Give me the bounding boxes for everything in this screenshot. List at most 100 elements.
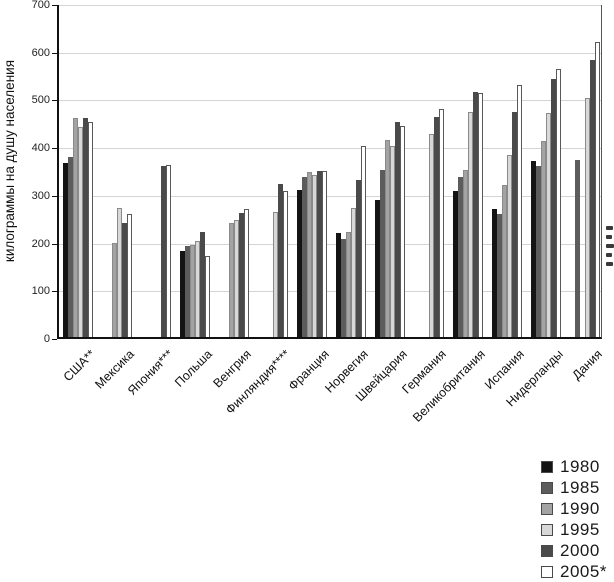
bar-1980-Испания [491,209,497,337]
y-tick-label-300: 300 [31,189,50,202]
bar-1990-Польша [190,244,196,337]
y-tick-mark-300 [52,195,57,197]
bar-2000-Великобритания [472,92,478,337]
bar-1990-Мексика [112,242,118,337]
bar-2005-Испания [516,84,522,337]
bar-group-5 [215,5,254,337]
bar-2005-Венгрия [244,209,250,337]
bar-2005-Великобритания [477,92,483,337]
legend-label-1980: 1980 [560,456,600,476]
y-tick-mark-500 [52,100,57,102]
legend-item-2000: 2000 [541,540,607,561]
crop-mark-3 [606,244,614,248]
y-tick-label-200: 200 [31,237,50,250]
bar-group-9 [370,5,409,337]
bar-1990-Швейцария [384,140,390,337]
legend-label-1990: 1990 [560,498,600,518]
bar-1980-Великобритания [452,190,458,337]
bar-1990-Испания [501,185,507,337]
bar-1995-Швейцария [389,146,395,337]
bar-1995-Испания [506,155,512,337]
legend-swatch-2005 [541,565,553,578]
bar-1985-Польша [185,246,191,337]
y-tick-mark-700 [52,5,57,6]
bar-1990-Венгрия [229,222,235,337]
bar-2000-Швейцария [394,122,400,337]
bar-1985-Испания [496,213,502,337]
bar-group-4 [176,5,215,337]
bar-1985-Швейцария [379,170,385,337]
x-label-14: Дания [569,347,605,383]
bar-1995-США [78,127,84,337]
bar-2005-Германия [438,108,444,337]
bar-1995-Финляндия [273,212,279,337]
x-label-11: Великобритания [409,347,488,425]
y-tick-mark-200 [52,243,57,245]
bar-1990-Норвегия [345,232,351,337]
legend-swatch-1990 [541,502,553,515]
legend-label-1985: 1985 [560,477,600,497]
bar-1980-Франция [297,190,303,337]
bar-group-2 [98,5,137,337]
bar-group-6 [254,5,293,337]
y-tick-mark-600 [52,52,57,54]
bar-1995-Великобритания [467,112,473,337]
plot-area [57,5,602,339]
bar-2005-Япония [166,165,172,337]
x-axis-labels: США** Мексика Япония*** Польша Венгрия Финлян… [0,341,614,446]
bar-2005-Дания [594,41,600,337]
legend-item-1985: 1985 [541,477,607,498]
bar-2000-Нидерланды [550,79,556,337]
legend-label-1995: 1995 [560,519,600,539]
bar-1990-США [73,117,79,337]
legend-item-1995: 1995 [541,519,607,540]
bar-2000-Финляндия [278,184,284,337]
bar-1990-Нидерланды [540,141,546,337]
crop-mark-2 [606,235,612,239]
bar-1995-Венгрия [234,219,240,337]
bar-2000-Франция [317,171,323,337]
gridline-200 [59,243,601,245]
gridline-100 [59,291,601,293]
bar-1985-Великобритания [457,176,463,337]
legend-swatch-1985 [541,481,553,494]
bar-1995-Польша [195,241,201,337]
bar-1980-Швейцария [374,200,380,337]
y-tick-label-700: 700 [31,0,50,11]
legend-swatch-1980 [541,460,553,473]
bar-1995-Мексика [117,208,123,337]
bar-2005-Норвегия [360,146,366,337]
bar-2005-Польша [205,255,211,337]
gridline-300 [59,195,601,197]
bar-2000-Дания [589,60,595,337]
bar-2000-Япония [161,166,167,337]
bar-group-7 [293,5,332,337]
bar-1995-Германия [428,133,434,337]
bar-group-14 [565,5,604,337]
gridline-400 [59,148,601,150]
bar-1990-Великобритания [462,170,468,337]
bar-group-11 [448,5,487,337]
crop-mark-5 [606,262,613,266]
bar-1980-Норвегия [335,232,341,337]
bar-2000-Норвегия [355,179,361,337]
bar-group-1 [59,5,98,337]
bar-2005-Финляндия [283,190,289,337]
y-tick-label-400: 400 [31,142,50,155]
y-tick-mark-400 [52,148,57,150]
bar-2005-Швейцария [399,126,405,337]
bar-2005-Франция [322,170,328,337]
y-tick-label-100: 100 [31,285,50,298]
bar-group-3 [137,5,176,337]
bar-group-13 [526,5,565,337]
y-tick-mark-100 [52,291,57,293]
bar-1980-США [63,162,69,337]
bar-1980-Польша [180,251,186,337]
x-label-4: Польша [172,347,216,390]
bar-1980-Нидерланды [530,161,536,337]
gridline-500 [59,100,601,102]
bar-2000-Венгрия [239,213,245,337]
legend-item-2005: 2005* [541,561,607,582]
bar-1995-Дания [584,98,590,337]
